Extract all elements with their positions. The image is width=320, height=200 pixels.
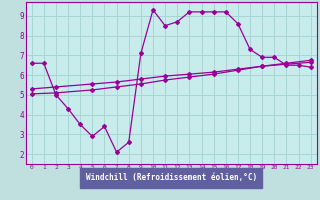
X-axis label: Windchill (Refroidissement éolien,°C): Windchill (Refroidissement éolien,°C) xyxy=(86,173,257,182)
